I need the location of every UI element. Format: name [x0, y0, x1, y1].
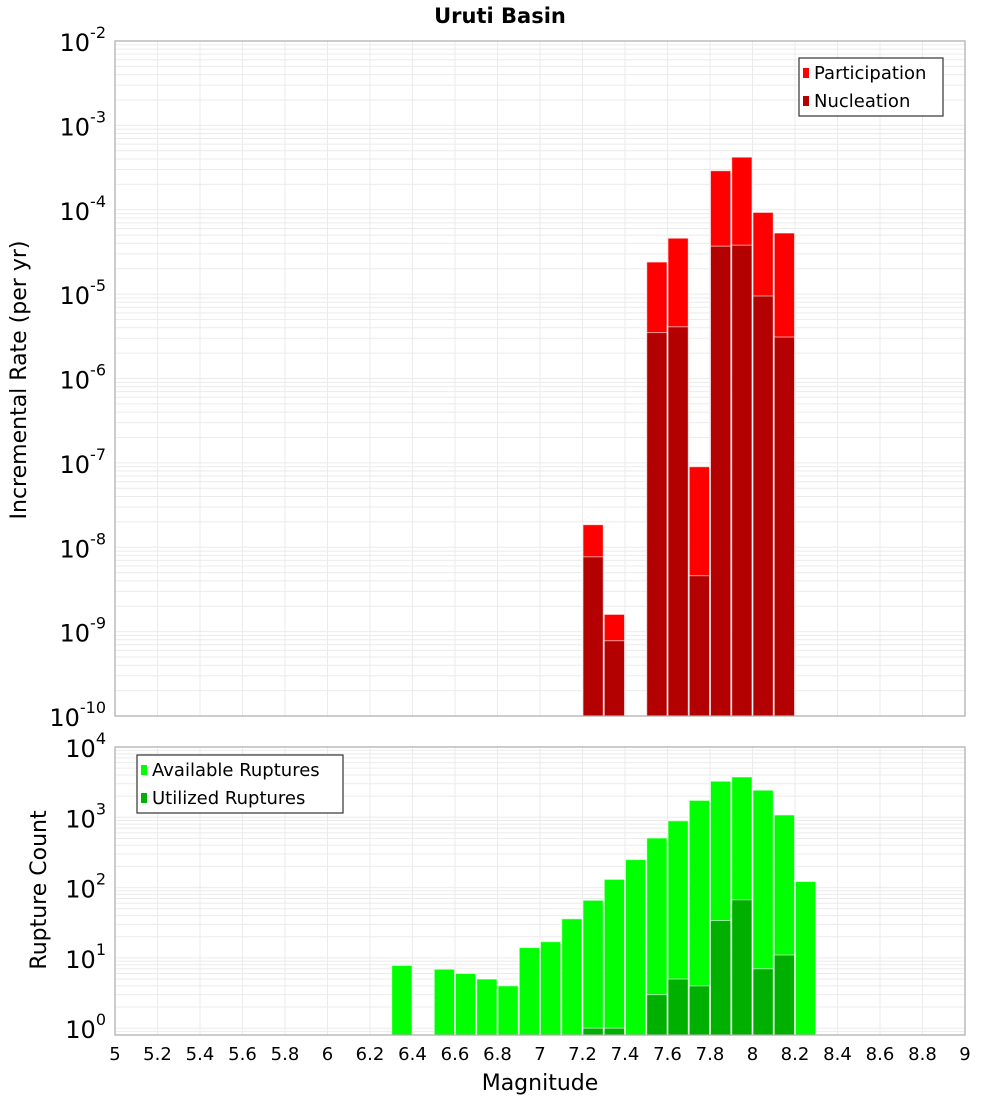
bottom-bar-available-ruptures [391, 964, 413, 1036]
legend-swatch [141, 765, 147, 775]
legend-swatch [141, 793, 147, 803]
bottom-bar-utilized-ruptures [667, 978, 689, 1036]
top-y-tick-label: 10-6 [60, 361, 107, 395]
x-tick-label: 5 [109, 1044, 120, 1065]
bottom-bar-available-ruptures [795, 881, 817, 1036]
top-bar-nucleation [646, 332, 668, 717]
bottom-bar-available-ruptures [625, 859, 647, 1036]
top-y-tick-label: 10-9 [60, 614, 107, 648]
legend-label: Nucleation [814, 91, 910, 112]
bottom-y-tick-label: 101 [65, 940, 106, 974]
bottom-bar-utilized-ruptures [582, 1027, 604, 1036]
bottom-panel: 100 101 102 103 104 Available Ruptures Utilize… [65, 729, 966, 1044]
x-tick-label: 7.8 [696, 1044, 725, 1065]
bottom-bar-available-ruptures [582, 899, 604, 1036]
x-tick-label: 8.4 [823, 1044, 852, 1065]
legend-label: Utilized Ruptures [152, 788, 305, 809]
x-tick-label: 6.2 [356, 1044, 385, 1065]
bottom-bar-utilized-ruptures [603, 1027, 625, 1036]
legend-label: Participation [814, 63, 926, 84]
bottom-bar-utilized-ruptures [710, 920, 732, 1036]
top-bar-nucleation [582, 556, 604, 717]
top-bar-nucleation [752, 295, 774, 717]
x-tick-label: 5.8 [271, 1044, 300, 1065]
x-tick-label: 7 [534, 1044, 545, 1065]
x-tick-label: 6.4 [398, 1044, 427, 1065]
x-tick-label: 6.8 [483, 1044, 512, 1065]
legend-swatch [803, 68, 809, 78]
legend-box [136, 754, 344, 814]
top-y-tick-label: 10-8 [60, 529, 107, 563]
chart-title: Uruti Basin [434, 4, 566, 28]
x-tick-label: 5.4 [186, 1044, 215, 1065]
top-y-tick-label: 10-10 [49, 698, 106, 732]
x-tick-label: 5.2 [143, 1044, 172, 1065]
bottom-bar-available-ruptures [540, 941, 562, 1036]
x-tick-label: 8.2 [781, 1044, 810, 1065]
top-bar-nucleation [688, 575, 710, 717]
bottom-y-tick-label: 104 [65, 729, 106, 763]
bottom-bar-available-ruptures [476, 978, 498, 1036]
top-bar-nucleation [773, 336, 795, 717]
bottom-y-tick-label: 100 [65, 1010, 106, 1044]
bottom-bar-available-ruptures [518, 947, 540, 1036]
top-panel: 10-10 10-9 10-8 10-7 10-6 10-5 10-4 10-3 10-2 Par… [49, 23, 966, 732]
top-y-axis-label: Incremental Rate (per yr) [7, 241, 32, 520]
x-tick-label: 7.6 [653, 1044, 682, 1065]
bottom-y-tick-label: 103 [65, 799, 106, 833]
x-tick-label: 7.2 [568, 1044, 597, 1065]
top-y-tick-label: 10-3 [60, 107, 107, 141]
bottom-plot-frame [114, 746, 966, 1036]
top-bar-nucleation [667, 326, 689, 717]
x-tick-label: 8.8 [908, 1044, 937, 1065]
bottom-y-axis-label: Rupture Count [27, 810, 52, 970]
top-bar-nucleation [603, 640, 625, 717]
top-legend: Participation Nucleation [798, 57, 944, 117]
bottom-bar-available-ruptures [433, 968, 455, 1036]
bottom-y-tick-label: 102 [65, 870, 106, 904]
x-tick-label: 5.6 [228, 1044, 257, 1065]
bottom-legend: Available Ruptures Utilized Ruptures [136, 754, 344, 814]
bottom-bar-utilized-ruptures [752, 968, 774, 1036]
top-plot-frame [114, 40, 966, 717]
bottom-bar-available-ruptures [497, 985, 519, 1036]
bottom-bar-utilized-ruptures [688, 985, 710, 1036]
legend-label: Available Ruptures [152, 760, 320, 781]
bottom-bar-utilized-ruptures [646, 994, 668, 1036]
x-axis-label: Magnitude [482, 1071, 599, 1096]
top-bar-nucleation [731, 244, 753, 717]
x-tick-label: 8 [747, 1044, 758, 1065]
x-tick-label: 8.6 [866, 1044, 895, 1065]
x-tick-label: 7.4 [611, 1044, 640, 1065]
bottom-bar-utilized-ruptures [773, 954, 795, 1036]
bottom-bar-utilized-ruptures [731, 899, 753, 1036]
top-y-tick-label: 10-5 [60, 276, 107, 310]
legend-swatch [803, 96, 809, 106]
bottom-bar-available-ruptures [561, 918, 583, 1036]
top-y-tick-label: 10-2 [60, 23, 107, 57]
x-tick-label: 6 [322, 1044, 333, 1065]
bottom-bar-available-ruptures [455, 972, 477, 1036]
x-tick-label: 6.6 [441, 1044, 470, 1065]
bottom-bar-available-ruptures [603, 878, 625, 1036]
top-y-tick-label: 10-7 [60, 445, 107, 479]
x-tick-label: 9 [959, 1044, 970, 1065]
legend-box [798, 57, 944, 117]
top-y-tick-label: 10-4 [60, 192, 107, 226]
top-bar-nucleation [710, 245, 732, 717]
